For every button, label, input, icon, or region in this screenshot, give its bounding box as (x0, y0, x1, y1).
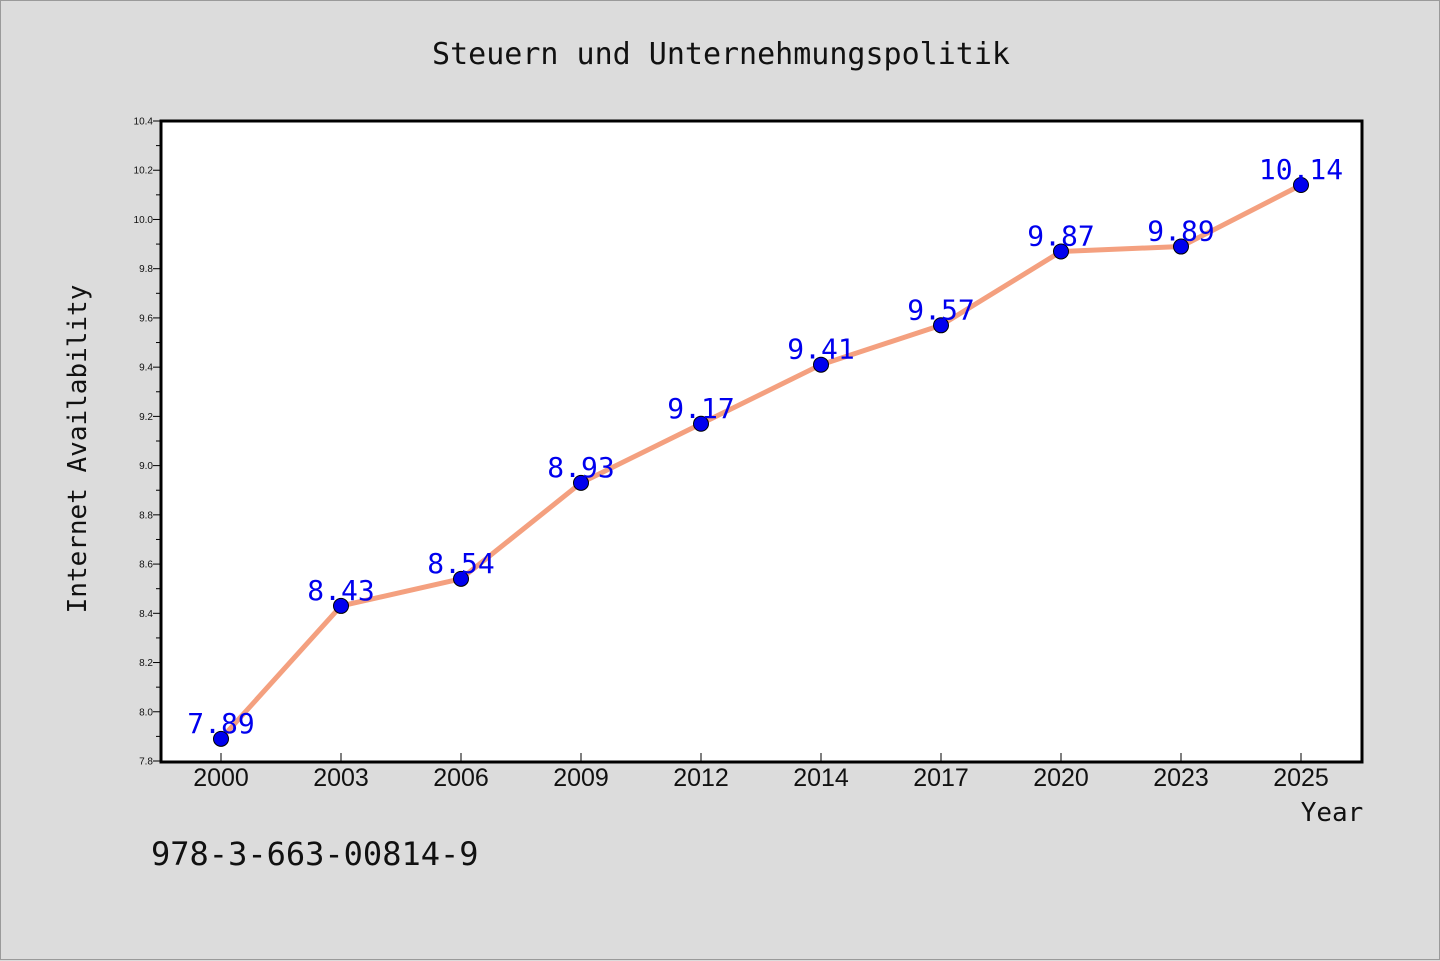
x-tick-label: 2023 (1153, 764, 1209, 792)
y-tick-label: 8.6 (139, 560, 153, 571)
y-tick-label: 8.0 (139, 707, 153, 718)
y-axis-label: Internet Availability (63, 285, 93, 614)
y-tick-label: 10.4 (134, 117, 154, 128)
x-axis-label: Year (1301, 798, 1364, 828)
data-label: 9.57 (907, 293, 974, 326)
x-tick-label: 2017 (913, 764, 969, 792)
y-tick-label: 9.6 (139, 313, 153, 324)
data-label: 7.89 (187, 707, 254, 740)
x-tick-label: 2025 (1273, 764, 1329, 792)
y-axis: 7.8 8.0 8.2 8.4 8.6 8.8 9.0 9.2 9.4 9.6 9.8 10.0 10.… (134, 117, 161, 768)
data-point-marker (573, 474, 589, 491)
data-point-marker (693, 415, 709, 432)
y-tick-label: 10.2 (134, 166, 154, 177)
data-label: 8.93 (547, 451, 614, 484)
y-tick-label: 9.2 (139, 412, 153, 423)
plot-area (159, 119, 1364, 764)
isbn-footer: 978-3-663-00814-9 (151, 835, 479, 873)
x-tick-label: 2003 (313, 764, 369, 792)
y-tick-label: 7.8 (139, 757, 153, 768)
data-point-marker (1053, 243, 1069, 260)
x-axis: 2000 2003 2006 2009 2012 2014 2017 2020 2023 2025 (193, 753, 1329, 792)
y-tick-label: 9.0 (139, 461, 153, 472)
x-tick-label: 2006 (433, 764, 489, 792)
y-tick-label: 8.4 (139, 609, 153, 620)
x-tick-label: 2014 (793, 764, 849, 792)
data-point-marker (813, 356, 829, 373)
series-line-group: 7.89 8.43 8.54 8.93 9.17 9.41 9.57 9.87 9.89 10.1… (187, 153, 1343, 747)
series-line (218, 182, 1304, 742)
x-tick-label: 2000 (193, 764, 249, 792)
data-label: 10.14 (1259, 153, 1343, 186)
data-label: 9.87 (1027, 219, 1094, 252)
chart-title: Steuern und Unternehmungspolitik (432, 37, 1010, 72)
data-label: 9.17 (667, 392, 734, 425)
y-tick-label: 9.4 (139, 363, 153, 374)
data-label: 8.54 (427, 547, 494, 580)
y-tick-label: 8.2 (139, 658, 153, 669)
x-tick-label: 2020 (1033, 764, 1089, 792)
data-point-marker (213, 730, 229, 747)
data-point-marker (933, 317, 949, 334)
y-tick-label: 9.8 (139, 264, 153, 275)
y-tick-label: 10.0 (134, 215, 154, 226)
data-point-marker (1173, 238, 1189, 255)
x-tick-label: 2009 (553, 764, 609, 792)
y-tick-label: 8.8 (139, 510, 153, 521)
data-point-marker (1293, 177, 1309, 193)
data-label: 9.41 (787, 333, 854, 366)
data-point-marker (333, 597, 349, 614)
data-label: 8.43 (307, 574, 374, 607)
x-tick-label: 2012 (673, 764, 729, 792)
data-label: 9.89 (1147, 215, 1214, 248)
data-point-marker (453, 570, 469, 587)
